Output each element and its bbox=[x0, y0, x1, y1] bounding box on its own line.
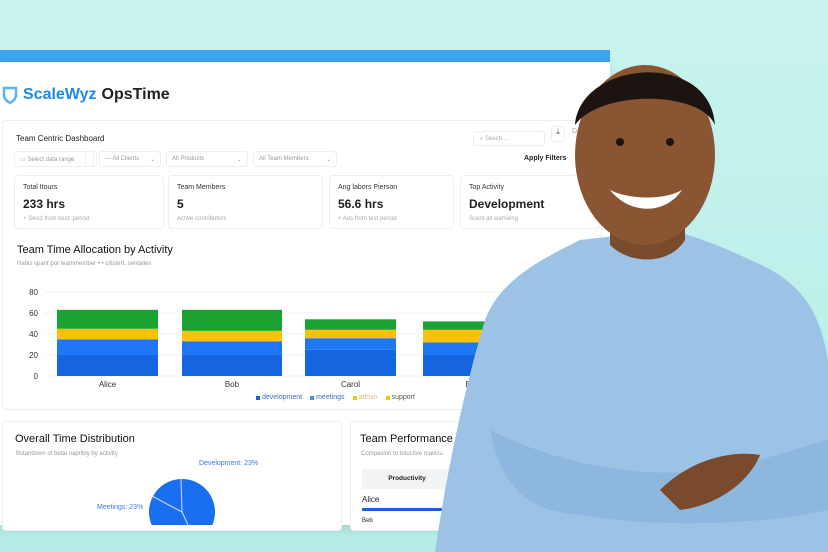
shield-icon bbox=[2, 86, 18, 104]
filter-label: Select data range bbox=[27, 157, 75, 163]
legend-label: meetings bbox=[316, 394, 345, 401]
progress-bar bbox=[362, 508, 452, 511]
product-name: OpsTime bbox=[101, 86, 170, 103]
bar-segment-support bbox=[305, 319, 396, 330]
kpi-label: Team Members bbox=[177, 184, 226, 191]
top-accent-bar bbox=[0, 50, 610, 62]
y-tick-label: 0 bbox=[34, 372, 39, 381]
legend-label: development bbox=[262, 394, 303, 401]
kpi-avg-per-person: Ang labors Pierson 56.6 hrs + Aos from tes… bbox=[329, 175, 454, 229]
clients-filter[interactable]: — All Clients ⌄ bbox=[99, 151, 161, 167]
pie-label-development: Development: 23% bbox=[199, 460, 259, 467]
performance-row-alice: Alice bbox=[362, 495, 380, 504]
kpi-sub: Active contributors bbox=[177, 216, 227, 222]
bar-segment-development bbox=[182, 355, 282, 376]
bar-segment-admin bbox=[305, 329, 396, 339]
allocation-title: Team Time Allocation by Activity bbox=[17, 244, 173, 256]
allocation-subtitle: Habls spant por teammember • • citistert… bbox=[17, 261, 152, 267]
kpi-label: Ang labors Pierson bbox=[338, 184, 398, 191]
pie-chart bbox=[149, 478, 215, 525]
kpi-value: Development bbox=[469, 197, 545, 211]
products-filter[interactable]: All Products ⌄ bbox=[166, 151, 248, 167]
filter-label: All Products bbox=[172, 156, 205, 162]
distribution-subtitle: Bstandown of betal napribly by activity bbox=[16, 451, 118, 457]
x-tick-label: Carol bbox=[341, 380, 360, 389]
bar-segment-admin bbox=[57, 328, 158, 340]
y-tick-label: 80 bbox=[29, 288, 38, 297]
bar-segment-meetings bbox=[57, 339, 158, 355]
legend-swatch bbox=[352, 395, 357, 400]
distribution-title: Overall Time Distribution bbox=[15, 433, 135, 445]
legend-label: admin bbox=[358, 394, 378, 401]
tab-productivity[interactable]: Productivity bbox=[362, 469, 452, 489]
person-photo bbox=[435, 65, 828, 552]
kpi-label: Total Itours bbox=[23, 184, 58, 191]
calendar-icon: ▭ bbox=[20, 157, 28, 163]
apply-filters-button[interactable]: Apply Filters bbox=[524, 155, 567, 162]
legend-swatch bbox=[256, 395, 260, 400]
performance-subtitle: Compasion to Intuctive mavicu bbox=[361, 451, 443, 457]
legend-label: support bbox=[391, 394, 415, 401]
y-tick-label: 20 bbox=[29, 351, 38, 360]
download-icon[interactable]: ⤓ bbox=[551, 126, 565, 142]
brand-logo: ScaleWyz OpsTime bbox=[2, 86, 170, 104]
bar-segment-support bbox=[57, 309, 158, 329]
legend-swatch bbox=[310, 395, 315, 400]
y-tick-label: 40 bbox=[29, 330, 38, 339]
bar-segment-admin bbox=[182, 330, 282, 342]
kpi-team-members: Team Members 5 Active contributors bbox=[168, 175, 323, 229]
pie-divider bbox=[180, 478, 183, 513]
x-tick-label: Alice bbox=[99, 380, 117, 389]
legend-item: development bbox=[256, 394, 302, 401]
y-tick-label: 60 bbox=[29, 309, 38, 318]
bar-segment-meetings bbox=[305, 338, 396, 350]
kpi-label: Top Activity bbox=[469, 184, 505, 191]
chevron-down-icon: ⌄ bbox=[325, 157, 331, 163]
legend-item: admin bbox=[352, 394, 378, 401]
filter-label: All Clients bbox=[112, 156, 140, 162]
date-range-filter[interactable]: ▭ Select data range bbox=[14, 151, 94, 167]
kpi-sub: + Seisz from tiest. period bbox=[23, 216, 90, 222]
kpi-sub: + Aos from test period bbox=[338, 216, 397, 222]
kpi-total-hours: Total Itours 233 hrs + Seisz from tiest. p… bbox=[14, 175, 164, 229]
search-input[interactable]: ⌕ Seech... bbox=[473, 131, 545, 146]
pie-divider bbox=[151, 495, 183, 513]
bar-segment-support bbox=[182, 309, 282, 331]
pie-divider bbox=[181, 511, 189, 525]
team-members-filter[interactable]: All Team Members ⌄ bbox=[253, 151, 337, 167]
search-placeholder: Seech... bbox=[485, 136, 508, 142]
more-label: D bbox=[572, 128, 578, 135]
kpi-top-activity: Top Activity Development Scent alt wamieng bbox=[460, 175, 600, 229]
kpi-value: 56.6 hrs bbox=[338, 197, 384, 211]
brand-name: ScaleWyz bbox=[23, 86, 97, 103]
pie-label-meetings: Meetings: 23% bbox=[97, 504, 144, 511]
legend-item: meetings bbox=[310, 394, 345, 401]
bar-segment-meetings bbox=[182, 341, 282, 355]
kpi-sub: Scent alt wamieng bbox=[469, 216, 519, 222]
chevron-down-icon: ⌄ bbox=[236, 157, 242, 163]
bar-segment-support bbox=[423, 321, 513, 330]
legend-item: support bbox=[385, 394, 415, 401]
dashboard-title: Team Centric Dashboard bbox=[16, 134, 105, 143]
performance-row-bob: Beb bbox=[362, 518, 373, 524]
bar-segment-development bbox=[57, 355, 158, 376]
chart-legend: development meetings admin support bbox=[256, 394, 415, 401]
chevron-down-icon: ⌄ bbox=[149, 157, 155, 163]
kpi-value: 233 hrs bbox=[23, 197, 66, 211]
legend-swatch bbox=[385, 395, 390, 400]
bar-segment-development bbox=[305, 349, 396, 376]
kpi-value: 5 bbox=[177, 197, 184, 211]
x-tick-label: Bob bbox=[225, 380, 240, 389]
performance-title: Team Performance bbox=[360, 433, 453, 445]
filter-label: All Team Members bbox=[259, 156, 309, 162]
